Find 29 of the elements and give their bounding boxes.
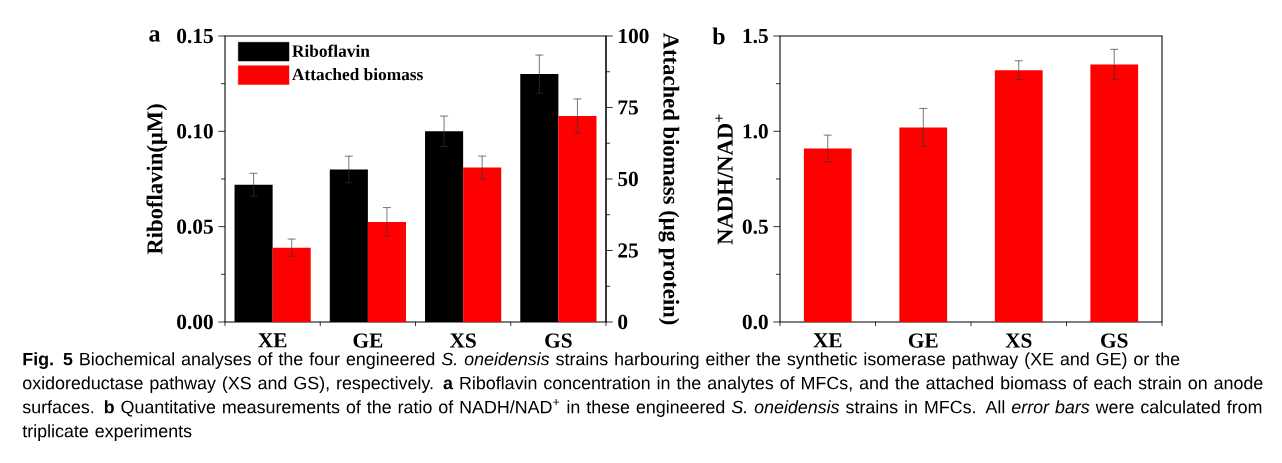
chart-title: a [149,30,161,42]
y-axis-title: NADH/NAD$^{+}$ [715,114,733,245]
y2-tick-label: 50 [618,171,638,187]
y-tick-label: 0.05 [177,219,213,234]
x-tick-label: XS [449,333,476,348]
y-tick-label: 0.0 [742,314,768,330]
y-tick-label: 1.5 [743,28,768,44]
x-tick-label: XE [813,333,842,348]
x-tick-label: GS [545,333,572,348]
x-tick-label: XE [258,333,287,348]
y-axis-title: Riboflavin(μM) [146,104,168,255]
y2-tick-label: 25 [618,243,638,258]
x-tick-label: GS [1101,333,1128,348]
x-tick-label: GE [353,333,383,348]
y-tick-label: 1.0 [743,124,768,139]
y-tick-label: 0.00 [177,314,213,330]
y2-axis-title: Attached biomass (μg protein) [658,32,680,325]
y-tick-label: 0.10 [177,124,213,139]
y2-tick-label: 75 [618,100,638,115]
y2-tick-label: 0 [618,314,628,330]
x-tick-label: GE [908,333,938,348]
legend-label: Attached biomass [292,68,423,81]
text: Fig. 5 Biochemical analyses of the four engineered S. oneidensis strains harbouring either the synthetic isomerase pathway (XE and GE) or the oxidoreductase pathway (XS and GS), respectively. a Riboflavin concentration in the analytes of MFCs, and the attached biomass of each strain on anode surfaces. b Quantitative measurements of the ratio of NADH/NAD$^{+}$ in these engineered S. oneidensis strains in MFCs. All error bars were calculated from triplicate experiments [22,352,1263,441]
y2-tick-label: 100 [619,28,649,44]
x-tick-label: XS [1005,333,1032,348]
y-tick-label: 0.15 [177,28,213,44]
legend-label: Riboflavin [292,44,370,57]
chart-title: b [712,27,725,45]
y-tick-label: 0.5 [742,219,768,234]
